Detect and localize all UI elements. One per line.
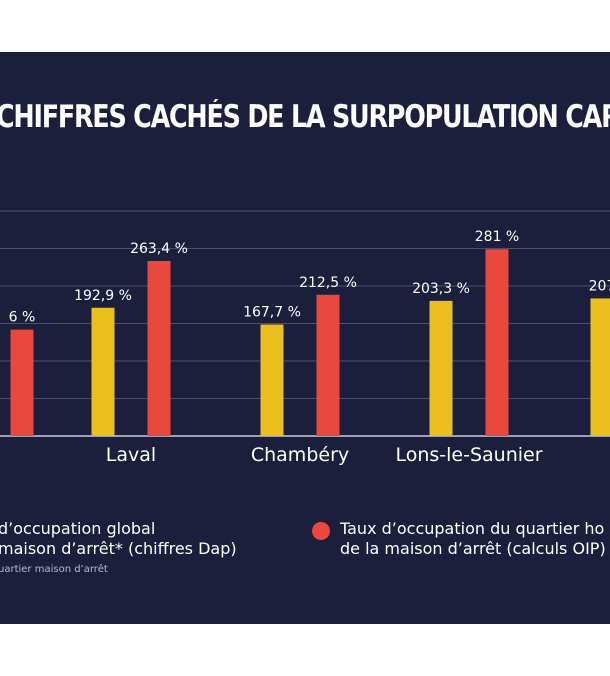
value-label: 203,3 % xyxy=(412,281,470,297)
category-label: Chambéry xyxy=(251,444,349,466)
legend-global-line2: maison d’arrêt* (chiffres Dap) xyxy=(0,539,237,558)
value-label: 263,4 % xyxy=(130,241,188,257)
value-label: 167,7 % xyxy=(243,305,301,321)
value-label: 281 % xyxy=(475,229,519,245)
legend-footnote: uartier maison d’arrêt xyxy=(0,564,108,575)
legend-item-global: d’occupation global maison d’arrêt* (chi… xyxy=(0,519,237,575)
legend-swatch-hommes xyxy=(312,522,330,540)
value-labels: 192,9 % 167,7 % 203,3 % 207 6 % 263,4 % 212,5 … xyxy=(9,229,610,325)
value-label: 6 % xyxy=(9,310,36,326)
chart-panel: CHIFFRES CACHÉS DE LA SURPOPULATION CARC… xyxy=(0,52,610,624)
legend-hommes-line1: Taux d’occupation du quartier ho xyxy=(340,519,605,538)
bar-hommes xyxy=(316,294,340,436)
bar-global xyxy=(590,298,610,436)
bar-hommes xyxy=(147,260,171,436)
chart-title: CHIFFRES CACHÉS DE LA SURPOPULATION CARC… xyxy=(0,99,610,135)
bar-global xyxy=(429,300,453,436)
bar-hommes xyxy=(10,329,34,436)
value-label: 207 xyxy=(589,278,610,294)
bar-global xyxy=(260,324,284,436)
category-label: Lons-le-Saunier xyxy=(395,444,542,466)
value-label: 212,5 % xyxy=(299,275,357,291)
legend-item-hommes: Taux d’occupation du quartier ho de la m… xyxy=(340,519,606,559)
bars xyxy=(10,249,610,436)
bar-global xyxy=(91,307,115,436)
legend-hommes-line2: de la maison d’arrêt (calculs OIP) xyxy=(340,539,606,558)
legend-global-line1: d’occupation global xyxy=(0,519,156,538)
bar-chart: 192,9 % 167,7 % 203,3 % 207 6 % 263,4 % 212,5 … xyxy=(0,210,610,466)
bar-hommes xyxy=(485,249,509,436)
category-label: Laval xyxy=(106,444,156,466)
value-label: 192,9 % xyxy=(74,288,132,304)
